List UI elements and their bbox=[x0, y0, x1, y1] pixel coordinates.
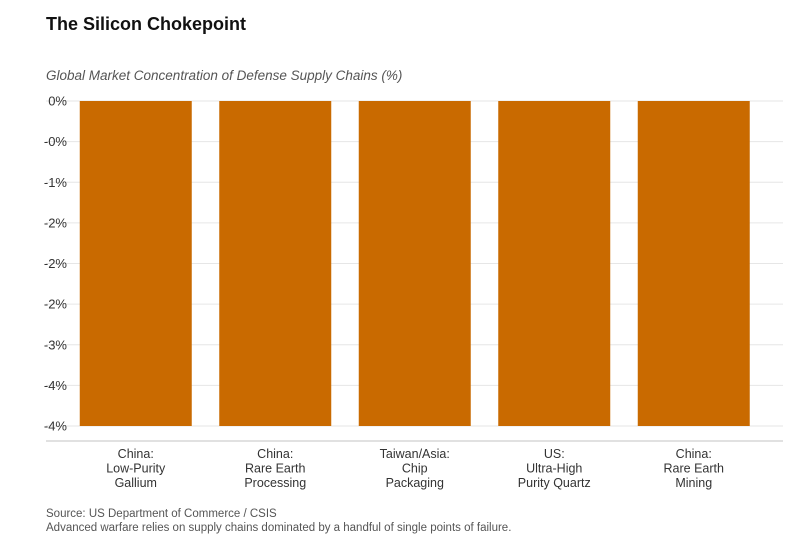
bar bbox=[358, 101, 471, 426]
y-tick-labels: 0% -0% -1% -2% -2% -2% -3% -4% -4% bbox=[44, 94, 68, 434]
chart-title: The Silicon Chokepoint bbox=[46, 14, 247, 34]
bar bbox=[219, 101, 332, 426]
y-tick-label: -2% bbox=[44, 256, 68, 271]
y-tick-label: -4% bbox=[44, 378, 68, 393]
x-tick-label: Taiwan/Asia: Chip Packaging bbox=[380, 447, 450, 490]
bar bbox=[637, 101, 750, 426]
bar bbox=[498, 101, 611, 426]
y-tick-label: -0% bbox=[44, 134, 68, 149]
y-tick-label: 0% bbox=[48, 94, 67, 109]
y-tick-label: -4% bbox=[44, 419, 68, 434]
x-tick-label: China: Rare Earth Processing bbox=[244, 447, 306, 490]
source-note: Source: US Department of Commerce / CSIS bbox=[46, 508, 277, 520]
y-tick-label: -3% bbox=[44, 337, 68, 352]
chart-subtitle: Global Market Concentration of Defense S… bbox=[46, 68, 403, 83]
x-tick-labels: China: Low-Purity Gallium China: Rare Earth P… bbox=[106, 447, 724, 490]
x-tick-label: China: Rare Earth Mining bbox=[664, 447, 724, 490]
x-tick-label: China: Low-Purity Gallium bbox=[106, 447, 166, 490]
y-tick-label: -2% bbox=[44, 215, 68, 230]
bar bbox=[79, 101, 192, 426]
caption-note: Advanced warfare relies on supply chains… bbox=[46, 522, 512, 534]
bars bbox=[79, 101, 750, 426]
y-tick-label: -2% bbox=[44, 297, 68, 312]
footer: Source: US Department of Commerce / CSIS… bbox=[46, 507, 511, 535]
x-tick-label: US: Ultra-High Purity Quartz bbox=[518, 447, 591, 490]
y-tick-label: -1% bbox=[44, 175, 68, 190]
